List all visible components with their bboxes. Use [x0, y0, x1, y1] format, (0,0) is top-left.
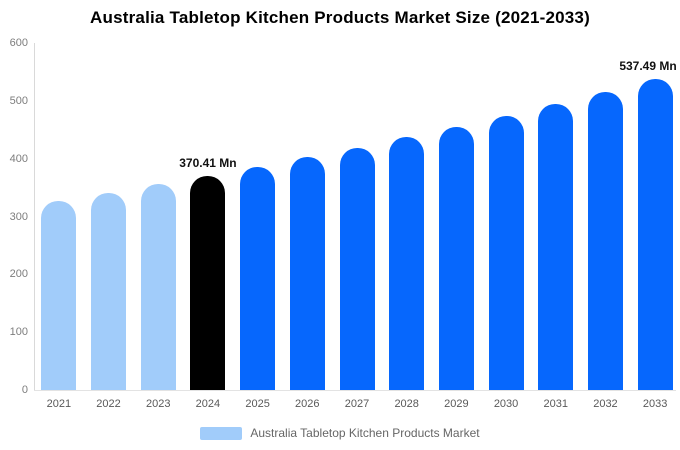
y-tick-200: 200 [9, 268, 28, 281]
y-tick-100: 100 [9, 326, 28, 339]
bar-2026 [289, 157, 325, 390]
y-axis-line [34, 43, 35, 390]
bar-2023 [140, 184, 176, 390]
y-tick-600: 600 [9, 37, 28, 49]
y-tick-0: 0 [21, 384, 28, 396]
annotation-2033: 537.49 Mn [619, 59, 677, 74]
legend: Australia Tabletop Kitchen Products Mark… [0, 426, 680, 440]
y-tick-300: 300 [9, 210, 28, 223]
bar-2032 [587, 91, 623, 390]
x-label-2022: 2022 [96, 398, 121, 410]
bar-2031 [538, 103, 574, 390]
bar-2029 [438, 126, 474, 390]
bar-2024 [190, 175, 226, 390]
legend-label: Australia Tabletop Kitchen Products Mark… [250, 426, 480, 440]
x-label-2030: 2030 [493, 398, 519, 410]
x-axis-baseline [34, 390, 676, 391]
bar-2021 [41, 200, 77, 390]
x-label-2028: 2028 [394, 398, 419, 410]
bar-2025 [240, 166, 276, 390]
y-tick-400: 400 [9, 152, 28, 165]
legend-swatch [200, 426, 243, 440]
y-tick-500: 500 [9, 94, 28, 107]
x-label-2026: 2026 [295, 398, 320, 410]
x-label-2032: 2032 [593, 398, 618, 410]
annotation-2024: 370.41 Mn [179, 155, 237, 170]
x-label-2024: 2024 [195, 398, 221, 410]
bar-2033 [637, 79, 673, 390]
chart-title: Australia Tabletop Kitchen Products Mark… [90, 8, 590, 27]
x-label-2025: 2025 [245, 398, 270, 410]
bar-2022 [91, 192, 127, 390]
bar-2028 [389, 137, 425, 390]
x-label-2029: 2029 [444, 398, 469, 410]
x-label-2033: 2033 [642, 398, 668, 410]
x-label-2021: 2021 [46, 398, 72, 410]
x-label-2031: 2031 [543, 398, 568, 410]
x-label-2027: 2027 [344, 398, 370, 410]
x-label-2023: 2023 [145, 398, 171, 410]
bar-2027 [339, 147, 375, 390]
bar-2030 [488, 115, 524, 390]
